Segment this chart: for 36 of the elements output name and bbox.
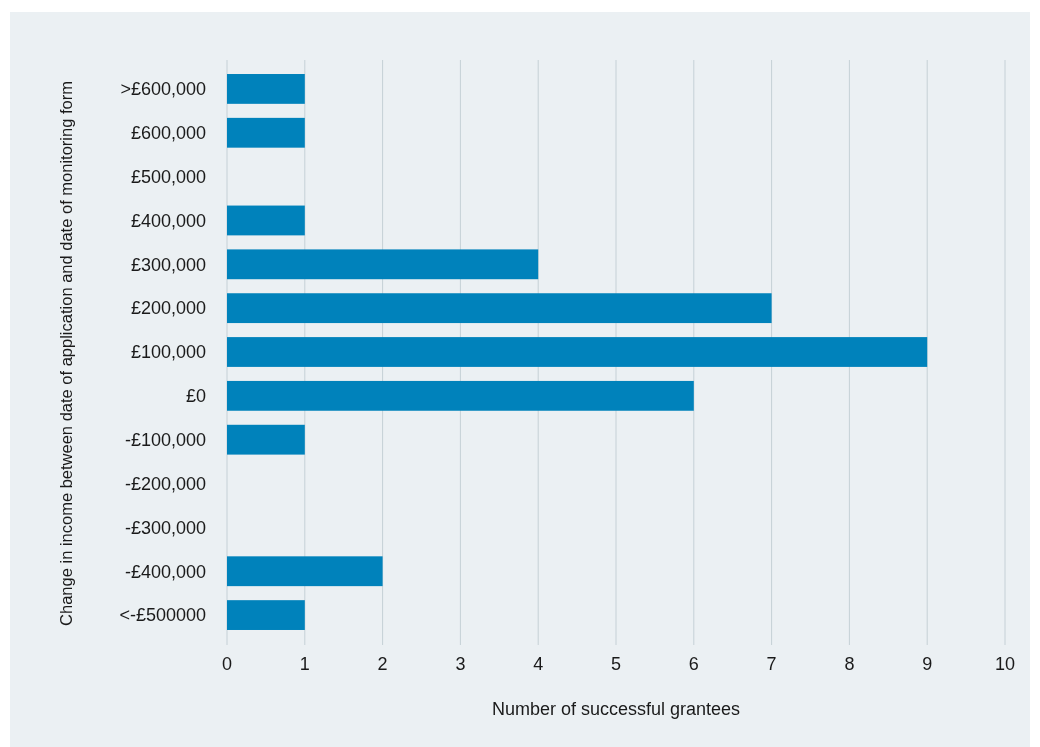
bar: [227, 337, 928, 367]
bar: [227, 380, 694, 411]
x-tick-label: 0: [221, 654, 233, 674]
bar: [227, 74, 305, 104]
y-tick-label: £200,000: [130, 298, 206, 319]
x-tick-label: 2: [377, 654, 388, 674]
y-tick-label: -£200,000: [124, 473, 206, 494]
bar: [227, 556, 383, 587]
x-tick-label: 10: [994, 654, 1016, 674]
x-tick-label: 5: [610, 654, 622, 674]
bar: [227, 600, 305, 630]
x-tick-label: 6: [688, 654, 699, 674]
x-axis-title: Number of successful grantees: [491, 699, 741, 719]
bar: [227, 205, 305, 236]
bar: [227, 424, 305, 455]
x-tick-label: 8: [844, 654, 855, 674]
y-tick-label: £300,000: [130, 254, 206, 275]
y-tick-label: £0: [185, 386, 206, 407]
y-tick-label: -£100,000: [124, 429, 206, 450]
x-tick-label: 4: [533, 654, 544, 674]
y-tick-label: £500,000: [130, 166, 206, 187]
x-tick-label: 7: [766, 654, 777, 674]
x-tick-label: 9: [922, 654, 933, 674]
y-tick-label: £600,000: [130, 123, 206, 144]
y-tick-label: <-£500000: [119, 605, 206, 626]
x-tick-label: 3: [455, 654, 466, 674]
y-tick-label: £400,000: [130, 210, 206, 231]
y-tick-label: -£400,000: [124, 561, 206, 582]
y-tick-label: -£300,000: [124, 517, 206, 538]
bar: [227, 117, 305, 148]
y-tick-label: >£600,000: [120, 79, 206, 100]
x-tick-label: 1: [299, 654, 310, 674]
y-axis-title: Change in income between date of application and date of monitoring form: [57, 81, 75, 626]
y-tick-label: £100,000: [130, 342, 206, 363]
bar: [227, 293, 772, 324]
bar: [227, 249, 539, 280]
